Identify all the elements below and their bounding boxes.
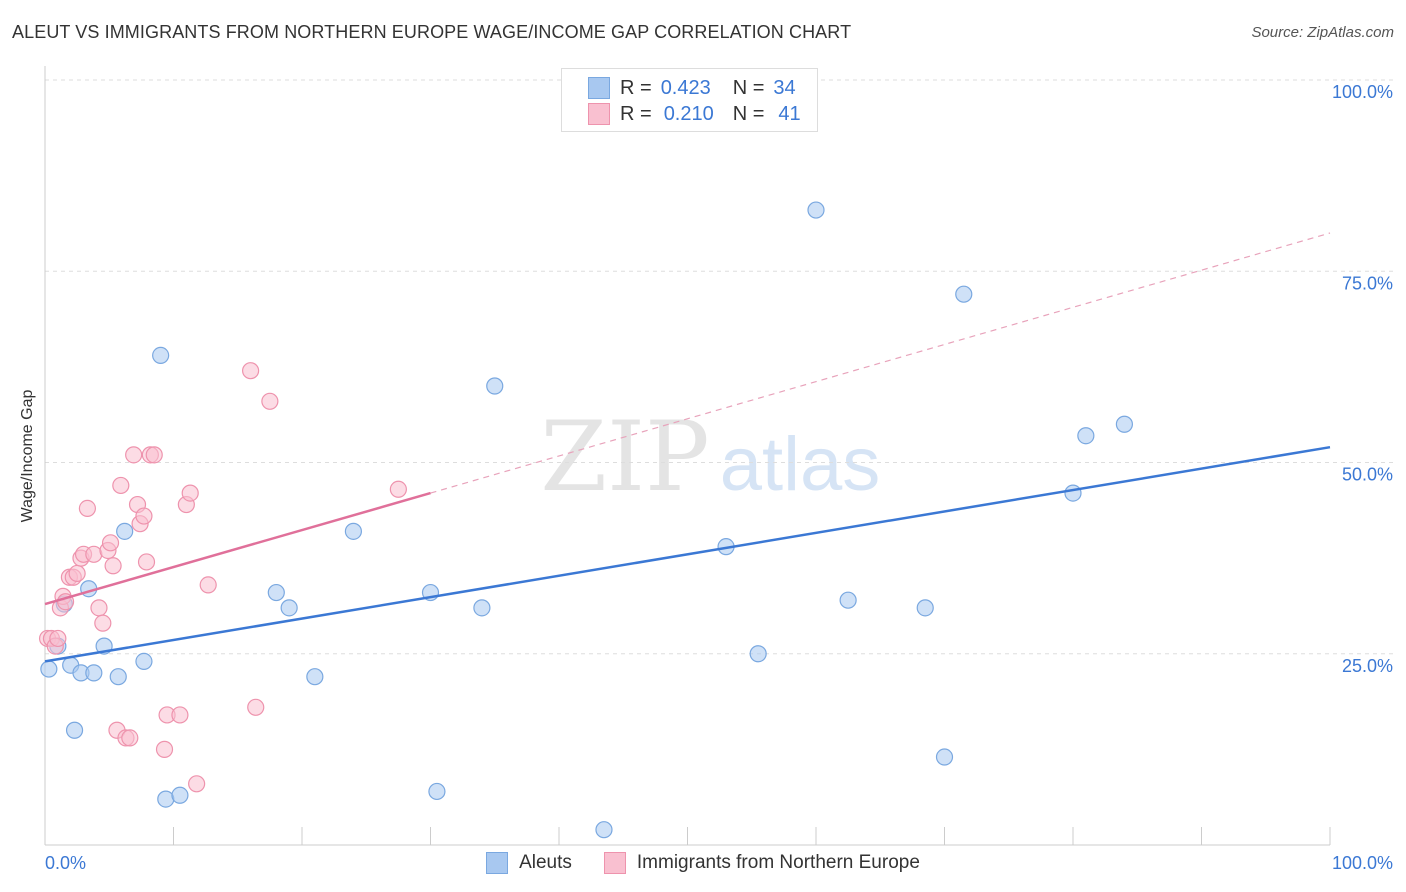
point-aleuts [955,285,973,303]
point-aleuts [152,346,170,364]
point-aleuts [267,583,285,602]
legend-n-value: 34 [773,76,796,99]
x-tick-label: 100.0% [1332,853,1393,873]
correlation-legend: R = 0.423 N = 34 R = 0.210 N = 41 [561,68,818,132]
point-aleuts [1064,484,1082,502]
point-aleuts [171,786,189,804]
point-immigrants [49,629,67,648]
legend-swatch-pink [603,852,626,874]
point-immigrants [112,476,130,495]
legend-item-immigrants[interactable]: Immigrants from Northern Europe [603,852,920,874]
point-immigrants [145,446,163,464]
point-immigrants [68,564,86,583]
legend-swatch-pink [588,103,610,125]
point-aleuts [807,201,825,219]
point-immigrants [389,480,407,498]
point-immigrants [101,534,120,552]
point-aleuts [135,652,153,671]
point-immigrants [90,599,108,617]
point-aleuts [65,721,84,739]
legend-swatch-blue [588,77,610,99]
point-immigrants [137,553,156,571]
point-aleuts [749,645,767,663]
legend-row-aleuts: R = 0.423 N = 34 [588,75,796,101]
point-immigrants [94,614,112,632]
series-legend: Aleuts Immigrants from Northern Europe [0,852,1406,874]
legend-label-immigrants: Immigrants from Northern Europe [636,852,920,873]
y-tick-label: 75.0% [1342,273,1393,293]
point-aleuts [1115,415,1134,433]
point-aleuts [280,599,298,617]
point-aleuts [40,660,58,678]
point-aleuts [85,664,103,682]
point-immigrants [171,706,189,724]
legend-n-label: N = [732,102,765,125]
y-tick-label: 50.0% [1342,465,1393,485]
point-aleuts [306,668,324,686]
legend-n-value: 41 [778,102,801,125]
x-tick-label: 0.0% [45,853,86,873]
point-aleuts [473,599,491,617]
trendline-immigrants-extension [430,232,1331,494]
point-aleuts [1077,427,1095,445]
y-tick-label: 25.0% [1342,656,1393,676]
point-immigrants [135,507,153,525]
legend-r-value: 0.423 [660,76,711,99]
y-tick-label: 100.0% [1332,82,1393,102]
legend-item-aleuts[interactable]: Aleuts [486,852,572,874]
legend-row-immigrants: R = 0.210 N = 41 [588,101,801,127]
point-immigrants [247,698,265,716]
point-immigrants [242,362,260,380]
trendline-immigrants [44,491,431,606]
point-immigrants [78,499,97,517]
point-immigrants [125,446,143,464]
point-immigrants [181,484,199,502]
point-aleuts [486,377,504,395]
point-immigrants [188,775,206,793]
legend-n-label: N = [732,76,765,99]
point-immigrants [155,740,174,758]
watermark-atlas: atlas [720,422,881,507]
chart-title: ALEUT VS IMMIGRANTS FROM NORTHERN EUROPE… [12,22,852,42]
legend-r-value: 0.210 [663,102,714,125]
point-immigrants [261,392,279,410]
point-aleuts [916,599,934,617]
trendline-aleuts [44,445,1331,663]
point-aleuts [116,522,134,540]
source-label: Source: ZipAtlas.com [1251,24,1394,41]
point-aleuts [935,748,954,766]
point-immigrants [85,545,103,563]
legend-r-label: R = [620,102,652,125]
point-aleuts [595,821,613,839]
point-immigrants [199,576,217,594]
point-immigrants [104,557,122,575]
legend-swatch-blue [486,852,509,874]
point-aleuts [428,782,446,801]
legend-label-aleuts: Aleuts [519,852,572,873]
point-aleuts [157,790,175,808]
legend-r-label: R = [620,76,652,99]
watermark-zip: ZIP [540,401,709,513]
point-aleuts [344,522,362,540]
point-aleuts [109,668,127,686]
point-aleuts [839,591,857,609]
point-immigrants [121,729,139,747]
